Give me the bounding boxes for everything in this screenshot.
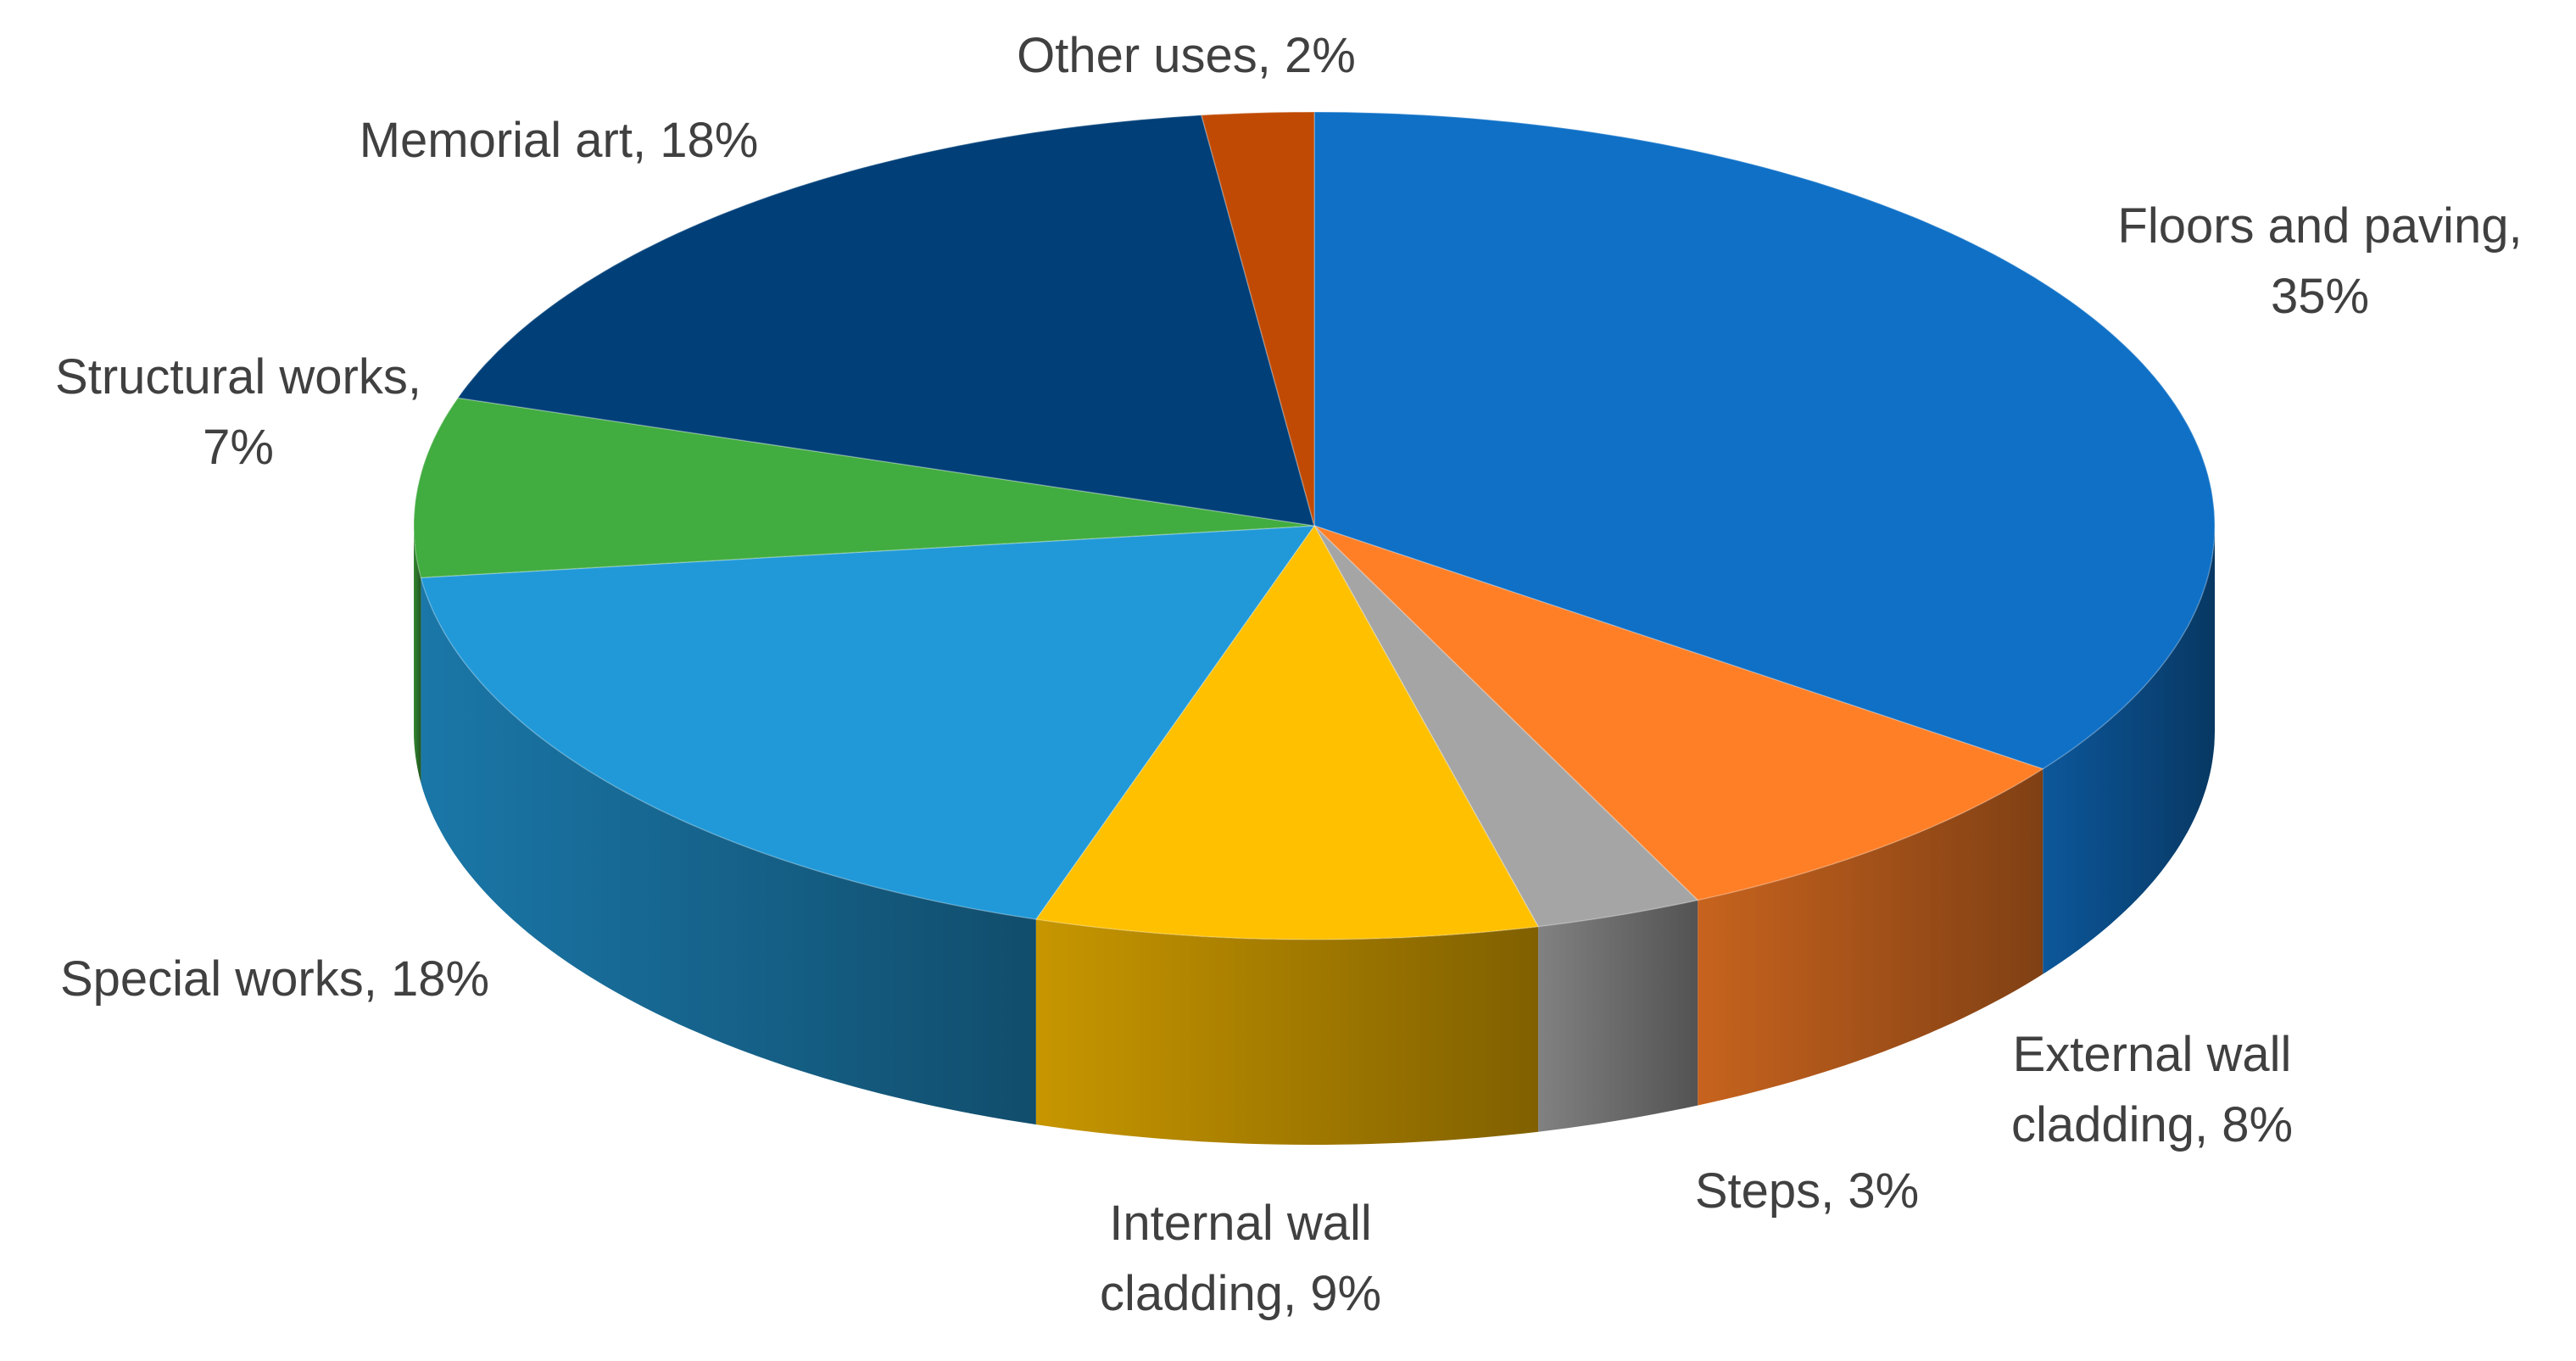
data-label-line: Other uses, 2% — [1017, 28, 1356, 83]
data-label-line: Floors and paving, — [2117, 198, 2522, 254]
data-label: Steps, 3% — [1695, 1163, 1919, 1219]
data-label: Special works, 18% — [60, 951, 489, 1007]
pie-slice — [1200, 111, 1315, 527]
pie-slice-side — [2043, 526, 2215, 974]
data-label-line: 35% — [2271, 269, 2369, 324]
data-label-line: 7% — [203, 420, 274, 475]
data-label-line: Steps, 3% — [1695, 1163, 1919, 1219]
data-label: Floors and paving, 35% — [2117, 198, 2522, 324]
data-label: External wall cladding, 8% — [2011, 1027, 2293, 1152]
pie-slice — [413, 397, 1315, 578]
data-label: Memorial art, 18% — [360, 113, 759, 168]
pie-slice — [420, 525, 1316, 920]
data-label-line: cladding, 9% — [1100, 1266, 1381, 1321]
data-label-line: External wall — [2013, 1027, 2292, 1082]
pie-slice — [1313, 525, 1699, 928]
pie-slice-side — [414, 526, 421, 784]
data-label-line: Structural works, — [55, 349, 421, 404]
data-label-line: Special works, 18% — [60, 951, 489, 1007]
data-label-line: Internal wall — [1109, 1196, 1371, 1251]
pie-slice — [1313, 525, 2044, 901]
data-label: Internal wall cladding, 9% — [1100, 1196, 1381, 1321]
pie-slice-side — [1538, 900, 1698, 1132]
pie-slice — [1313, 111, 2216, 770]
data-label-line: cladding, 8% — [2011, 1097, 2293, 1152]
pie-slice-side — [421, 577, 1036, 1125]
data-label-line: Memorial art, 18% — [360, 113, 759, 168]
pie-slice — [1034, 524, 1540, 940]
pie-slice-side — [1698, 768, 2044, 1106]
data-label: Structural works, 7% — [55, 349, 421, 475]
data-label: Other uses, 2% — [1017, 28, 1356, 83]
pie-slice — [456, 114, 1316, 527]
pie-slice-side — [1035, 919, 1539, 1145]
